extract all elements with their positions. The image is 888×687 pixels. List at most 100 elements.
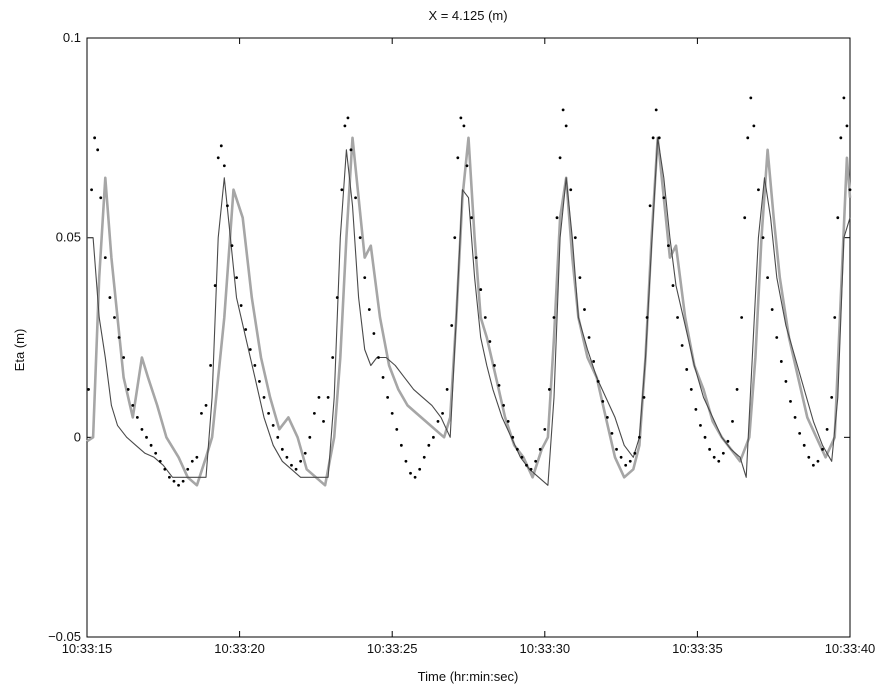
data-point	[432, 435, 435, 439]
data-point	[740, 316, 744, 319]
data-point	[615, 447, 618, 451]
data-point	[842, 96, 846, 100]
data-point	[848, 188, 852, 192]
data-point	[262, 396, 266, 399]
x-tick-label: 10:33:25	[367, 641, 418, 656]
data-point	[558, 156, 562, 160]
data-point	[573, 236, 577, 240]
data-point	[752, 124, 756, 128]
data-point	[793, 415, 797, 419]
data-point	[346, 116, 350, 120]
y-tick-label: 0	[74, 429, 81, 444]
data-point	[757, 188, 760, 192]
data-point	[547, 388, 551, 391]
data-point	[726, 439, 730, 443]
data-point	[299, 459, 303, 463]
data-point	[816, 459, 820, 463]
data-point	[633, 451, 637, 455]
data-point	[694, 407, 698, 411]
y-tick-label: 0.1	[63, 30, 81, 45]
data-point	[564, 124, 568, 128]
data-point	[721, 451, 725, 455]
data-point	[418, 467, 422, 471]
data-point	[699, 423, 702, 427]
data-point	[534, 459, 538, 463]
data-point	[830, 396, 834, 399]
data-point	[209, 364, 213, 367]
data-point	[186, 467, 190, 471]
data-point	[204, 403, 208, 407]
data-point	[807, 455, 811, 459]
data-point	[172, 479, 176, 483]
data-point	[712, 455, 716, 459]
data-point	[746, 136, 750, 140]
data-point	[784, 380, 788, 383]
data-point	[331, 356, 335, 359]
data-point	[789, 399, 792, 403]
data-point	[610, 431, 614, 435]
data-point	[779, 360, 783, 363]
data-point	[735, 388, 739, 391]
data-point	[770, 308, 774, 311]
data-point	[479, 288, 483, 291]
y-tick-label: −0.05	[48, 629, 81, 644]
data-point	[515, 447, 519, 451]
x-tick-label: 10:33:35	[672, 641, 723, 656]
data-point	[703, 435, 707, 439]
data-point	[303, 451, 307, 455]
data-point	[163, 467, 167, 471]
data-point	[453, 236, 457, 240]
data-point	[248, 348, 252, 351]
plot-frame	[86, 37, 851, 638]
data-point	[377, 356, 380, 359]
data-point	[552, 316, 556, 319]
data-point	[624, 463, 628, 467]
data-point	[619, 455, 623, 459]
data-point	[502, 403, 505, 407]
data-point	[497, 384, 501, 387]
data-point	[538, 447, 542, 451]
data-point	[592, 360, 596, 363]
data-point	[845, 124, 849, 128]
data-point	[219, 144, 223, 148]
data-point	[825, 427, 829, 431]
data-point	[267, 411, 270, 415]
data-point	[657, 136, 661, 140]
data-point	[628, 459, 632, 463]
data-point	[413, 475, 417, 479]
data-point	[483, 316, 487, 319]
data-point	[821, 447, 824, 451]
data-point	[149, 443, 153, 447]
series-line-gray	[86, 136, 852, 487]
data-point	[642, 396, 646, 399]
data-point	[488, 340, 492, 343]
data-point	[731, 419, 734, 423]
data-point	[285, 455, 289, 459]
data-point	[561, 108, 565, 112]
series-line-dark	[87, 137, 851, 486]
data-point	[195, 455, 199, 459]
data-point	[839, 136, 843, 140]
data-point	[798, 431, 802, 435]
data-point	[671, 284, 675, 287]
data-point	[354, 196, 357, 200]
data-point	[230, 244, 234, 248]
data-point	[601, 399, 605, 403]
data-point	[667, 244, 670, 248]
data-point	[462, 124, 466, 128]
data-point	[168, 475, 171, 479]
data-point	[181, 479, 185, 483]
data-point	[775, 336, 779, 339]
data-point	[569, 188, 573, 192]
data-point	[766, 276, 769, 279]
data-point	[511, 435, 515, 439]
data-point	[99, 196, 103, 200]
data-point	[399, 443, 403, 447]
data-point	[131, 403, 135, 407]
data-point	[190, 459, 194, 463]
x-tick-label: 10:33:30	[519, 641, 570, 656]
data-point	[749, 96, 753, 100]
data-point	[520, 455, 524, 459]
data-point	[717, 459, 721, 463]
data-point	[177, 483, 180, 487]
